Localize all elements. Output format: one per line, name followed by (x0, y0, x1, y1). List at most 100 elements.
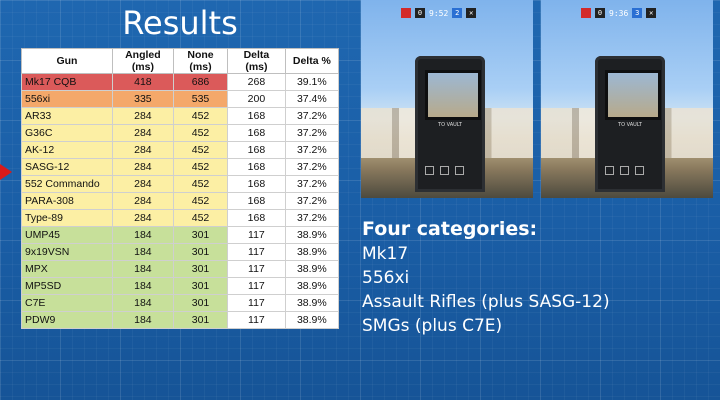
cell-delta-ms: 200 (227, 90, 286, 108)
cell-none: 686 (172, 73, 229, 91)
cell-delta-ms: 168 (227, 141, 286, 159)
cell-delta-pct: 38.9% (284, 311, 340, 329)
cell-angled: 284 (111, 107, 174, 125)
cell-angled: 335 (111, 90, 174, 108)
cell-angled: 284 (111, 141, 174, 159)
cell-delta-ms: 168 (227, 107, 286, 125)
close-x-icon: ✕ (646, 8, 657, 18)
table-row: AR33 284 452 168 37.2% (21, 107, 340, 125)
blue-score: 2 (452, 8, 463, 18)
cell-gun: MPX (21, 260, 113, 278)
header-delta-pct: Delta % (284, 48, 340, 74)
cell-angled: 184 (111, 226, 174, 244)
table-row: MPX 184 301 117 38.9% (21, 260, 340, 278)
weapon-sight: TO VAULT (595, 56, 665, 192)
table-row: SASG-12 284 452 168 37.2% (21, 158, 340, 176)
cell-none: 452 (172, 175, 229, 193)
cell-delta-pct: 37.2% (284, 192, 340, 210)
cell-delta-ms: 268 (227, 73, 286, 91)
categories-heading: Four categories: (362, 218, 538, 240)
sight-lens (425, 70, 481, 120)
category-item: SMGs (plus C7E) (362, 316, 503, 336)
hud-bar: 0 9:52 2 ✕ (401, 6, 501, 20)
header-none: None (ms) (172, 48, 229, 74)
cell-delta-pct: 37.2% (284, 209, 340, 227)
header-angled: Angled (ms) (111, 48, 174, 74)
category-item: Mk17 (362, 244, 409, 264)
cell-gun: Mk17 CQB (21, 73, 113, 91)
cell-none: 535 (172, 90, 229, 108)
red-team-icon (581, 8, 591, 18)
cell-none: 301 (172, 243, 229, 261)
cell-gun: 552 Commando (21, 175, 113, 193)
results-table: Gun Angled (ms) None (ms) Delta (ms) Del… (21, 48, 340, 329)
objective-label: TO VAULT (618, 122, 642, 128)
table-header-row: Gun Angled (ms) None (ms) Delta (ms) Del… (21, 48, 340, 74)
cell-angled: 284 (111, 158, 174, 176)
hud-bar: 0 9:36 3 ✕ (581, 6, 681, 20)
cell-delta-ms: 168 (227, 124, 286, 142)
weapon-attachment-icons (605, 166, 644, 175)
categories-list: Four categories: Mk17 556xi Assault Rifl… (362, 218, 610, 338)
cell-none: 301 (172, 311, 229, 329)
table-row: 552 Commando 284 452 168 37.2% (21, 175, 340, 193)
table-row: PARA-308 284 452 168 37.2% (21, 192, 340, 210)
close-x-icon: ✕ (466, 8, 477, 18)
cell-gun: UMP45 (21, 226, 113, 244)
cell-none: 452 (172, 141, 229, 159)
cell-angled: 184 (111, 294, 174, 312)
cell-angled: 284 (111, 209, 174, 227)
table-row: MP5SD 184 301 117 38.9% (21, 277, 340, 295)
cell-delta-ms: 168 (227, 158, 286, 176)
cell-delta-pct: 37.2% (284, 107, 340, 125)
cell-angled: 284 (111, 175, 174, 193)
table-row: PDW9 184 301 117 38.9% (21, 311, 340, 329)
cell-delta-ms: 168 (227, 209, 286, 227)
cell-delta-pct: 37.4% (284, 90, 340, 108)
table-row: 556xi 335 535 200 37.4% (21, 90, 340, 108)
cell-delta-pct: 38.9% (284, 243, 340, 261)
weapon-sight: TO VAULT (415, 56, 485, 192)
cell-delta-pct: 39.1% (284, 73, 340, 91)
cell-delta-pct: 38.9% (284, 260, 340, 278)
cell-gun: MP5SD (21, 277, 113, 295)
table-row: 9x19VSN 184 301 117 38.9% (21, 243, 340, 261)
table-row: Type-89 284 452 168 37.2% (21, 209, 340, 227)
category-item: 556xi (362, 268, 410, 288)
cell-gun: PARA-308 (21, 192, 113, 210)
cell-none: 301 (172, 226, 229, 244)
cell-gun: 556xi (21, 90, 113, 108)
cell-gun: AK-12 (21, 141, 113, 159)
cell-gun: Type-89 (21, 209, 113, 227)
cell-delta-ms: 117 (227, 277, 286, 295)
cell-delta-pct: 37.2% (284, 158, 340, 176)
page-title: Results (122, 4, 238, 42)
cell-gun: G36C (21, 124, 113, 142)
cell-delta-ms: 168 (227, 192, 286, 210)
cell-angled: 284 (111, 124, 174, 142)
cell-delta-pct: 38.9% (284, 226, 340, 244)
header-gun: Gun (21, 48, 113, 74)
cell-angled: 184 (111, 243, 174, 261)
cell-delta-ms: 117 (227, 311, 286, 329)
cell-none: 452 (172, 192, 229, 210)
cell-angled: 184 (111, 311, 174, 329)
cell-delta-ms: 117 (227, 294, 286, 312)
cell-delta-pct: 38.9% (284, 277, 340, 295)
red-team-icon (401, 8, 411, 18)
cell-angled: 184 (111, 260, 174, 278)
cell-angled: 284 (111, 192, 174, 210)
sight-lens (605, 70, 661, 120)
table-row: AK-12 284 452 168 37.2% (21, 141, 340, 159)
cell-none: 301 (172, 294, 229, 312)
objective-label: TO VAULT (438, 122, 462, 128)
cell-none: 452 (172, 209, 229, 227)
round-timer: 9:52 (429, 8, 449, 18)
cell-delta-ms: 117 (227, 226, 286, 244)
table-row: G36C 284 452 168 37.2% (21, 124, 340, 142)
cell-none: 452 (172, 124, 229, 142)
table-row: UMP45 184 301 117 38.9% (21, 226, 340, 244)
cell-none: 301 (172, 277, 229, 295)
cell-angled: 418 (111, 73, 174, 91)
cell-none: 452 (172, 107, 229, 125)
